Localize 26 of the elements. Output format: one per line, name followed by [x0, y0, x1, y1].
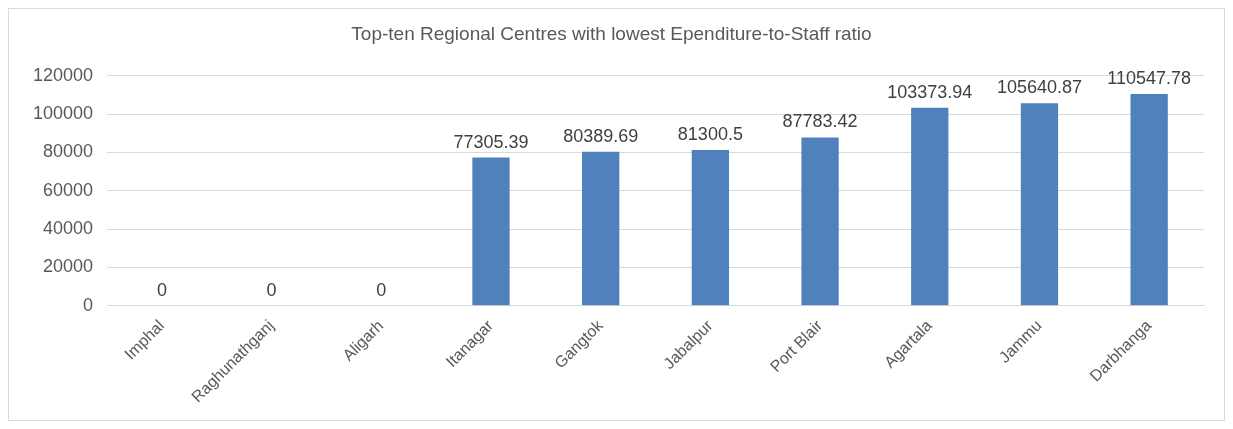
data-label: 80389.69 [563, 125, 639, 146]
bar [1130, 93, 1168, 306]
data-label: 0 [266, 279, 277, 300]
x-tick-label: Port Blair [766, 316, 826, 376]
bar [472, 157, 510, 306]
bar [691, 149, 730, 306]
y-tick-label: 100000 [32, 103, 94, 124]
chart-title: Top-ten Regional Centres with lowest Ependiture-to-Staff ratio [351, 22, 872, 44]
bar [1020, 103, 1059, 306]
y-tick-label: 60000 [43, 179, 94, 200]
data-label: 0 [376, 279, 387, 300]
data-label: 87783.42 [782, 111, 858, 132]
data-label: 81300.5 [677, 123, 743, 144]
y-tick-label: 80000 [43, 141, 94, 162]
y-tick-label: 40000 [43, 218, 94, 239]
data-label: 110547.78 [1107, 67, 1192, 88]
data-label: 77305.39 [453, 131, 529, 152]
bar [582, 151, 620, 306]
y-tick-label: 0 [83, 294, 94, 315]
bar [911, 107, 949, 306]
y-tick-label: 120000 [32, 64, 94, 85]
data-label: 103373.94 [887, 81, 973, 102]
data-label: 105640.87 [996, 77, 1083, 98]
y-tick-label: 20000 [43, 256, 94, 277]
bar [801, 137, 839, 306]
data-label: 0 [156, 279, 167, 300]
